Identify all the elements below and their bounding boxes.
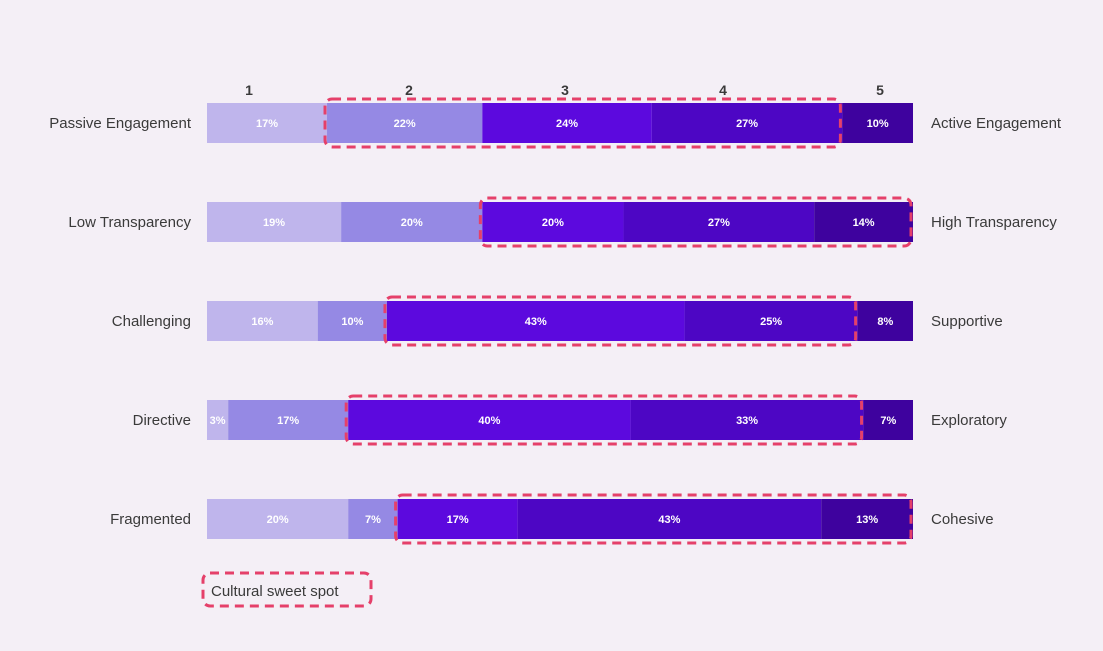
bar-segment [814, 202, 913, 242]
scale-label-3: 3 [561, 82, 569, 98]
scale-label-5: 5 [876, 82, 884, 98]
scale-label-4: 4 [719, 82, 727, 98]
bar-row: 17% 22% 24% 27% 10% Passive Engagement Active … [49, 97, 1062, 149]
bar-value-label: 20% [267, 514, 289, 526]
bar-value-label: 25% [760, 316, 782, 328]
bar-segment [228, 400, 349, 440]
bar-segment [327, 103, 483, 143]
bar-row: 20% 7% 17% 43% 13% Fragmented Cohesive [110, 493, 994, 545]
bar-value-label: 24% [556, 118, 578, 130]
bar-segment [341, 202, 483, 242]
bar-value-label: 3% [210, 415, 226, 427]
bar-segment [623, 202, 815, 242]
bar-value-label: 17% [447, 514, 469, 526]
bar-value-label: 8% [877, 316, 893, 328]
bar-rows: 17% 22% 24% 27% 10% Passive Engagement Active … [49, 97, 1062, 545]
bar-row: 16% 10% 43% 25% 8% Challenging Supportive [112, 295, 1003, 347]
bar-value-label: 20% [542, 217, 564, 229]
scale-label-2: 2 [405, 82, 413, 98]
bar-value-label: 14% [853, 217, 875, 229]
bar-segment [684, 301, 858, 341]
row-left-label: Challenging [112, 313, 191, 330]
row-left-label: Low Transparency [68, 214, 191, 231]
bar-value-label: 20% [401, 217, 423, 229]
bar-value-label: 10% [867, 118, 889, 130]
bar-row: 3% 17% 40% 33% 7% Directive Exploratory [133, 394, 1007, 446]
row-left-label: Passive Engagement [49, 115, 192, 132]
bar-segment [863, 400, 913, 440]
bar-segment [651, 103, 843, 143]
bar-value-label: 27% [708, 217, 730, 229]
legend-label: Cultural sweet spot [211, 583, 339, 600]
bar-value-label: 19% [263, 217, 285, 229]
bar-segment [207, 499, 349, 539]
scale-label-1: 1 [245, 82, 253, 98]
bar-segment [821, 499, 913, 539]
row-left-label: Directive [133, 412, 191, 429]
row-right-label: Cohesive [931, 511, 994, 528]
bar-segment [842, 103, 913, 143]
bar-value-label: 43% [525, 316, 547, 328]
legend-swatch [201, 571, 373, 608]
bar-value-label: 10% [341, 316, 363, 328]
bar-segment [630, 400, 864, 440]
bar-segment [348, 499, 398, 539]
bar-segment [207, 400, 229, 440]
bar-segment [317, 301, 387, 341]
sweet-spot-highlight [394, 493, 913, 545]
legend: Cultural sweet spot [201, 571, 373, 608]
sweet-spot-highlight [323, 97, 842, 149]
bar-value-label: 17% [256, 118, 278, 130]
bar-value-label: 27% [736, 118, 758, 130]
bar-value-label: 7% [880, 415, 896, 427]
bar-segment [348, 400, 631, 440]
bar-value-label: 16% [251, 316, 273, 328]
bar-segment [857, 301, 913, 341]
bar-value-label: 7% [365, 514, 381, 526]
bar-row: 19% 20% 20% 27% 14% Low Transparency High Tran… [68, 196, 1057, 248]
bar-segment [482, 103, 652, 143]
sweet-spot-highlight [383, 295, 858, 347]
bar-segment [207, 301, 318, 341]
row-right-label: Exploratory [931, 412, 1007, 429]
scale-labels: 1 2 3 4 5 [245, 82, 884, 98]
bar-segment [207, 103, 328, 143]
row-right-label: High Transparency [931, 214, 1057, 231]
bar-segment [482, 202, 624, 242]
row-right-label: Supportive [931, 313, 1003, 330]
bar-value-label: 13% [856, 514, 878, 526]
bar-segment [207, 202, 342, 242]
bar-value-label: 22% [394, 118, 416, 130]
bar-value-label: 33% [736, 415, 758, 427]
sweet-spot-highlight [344, 394, 864, 446]
bar-segment [386, 301, 685, 341]
sweet-spot-highlight [478, 196, 913, 248]
bar-segment [517, 499, 822, 539]
row-left-label: Fragmented [110, 511, 191, 528]
bar-value-label: 40% [478, 415, 500, 427]
bar-segment [397, 499, 518, 539]
bar-value-label: 43% [658, 514, 680, 526]
bar-value-label: 17% [277, 415, 299, 427]
row-right-label: Active Engagement [931, 115, 1062, 132]
